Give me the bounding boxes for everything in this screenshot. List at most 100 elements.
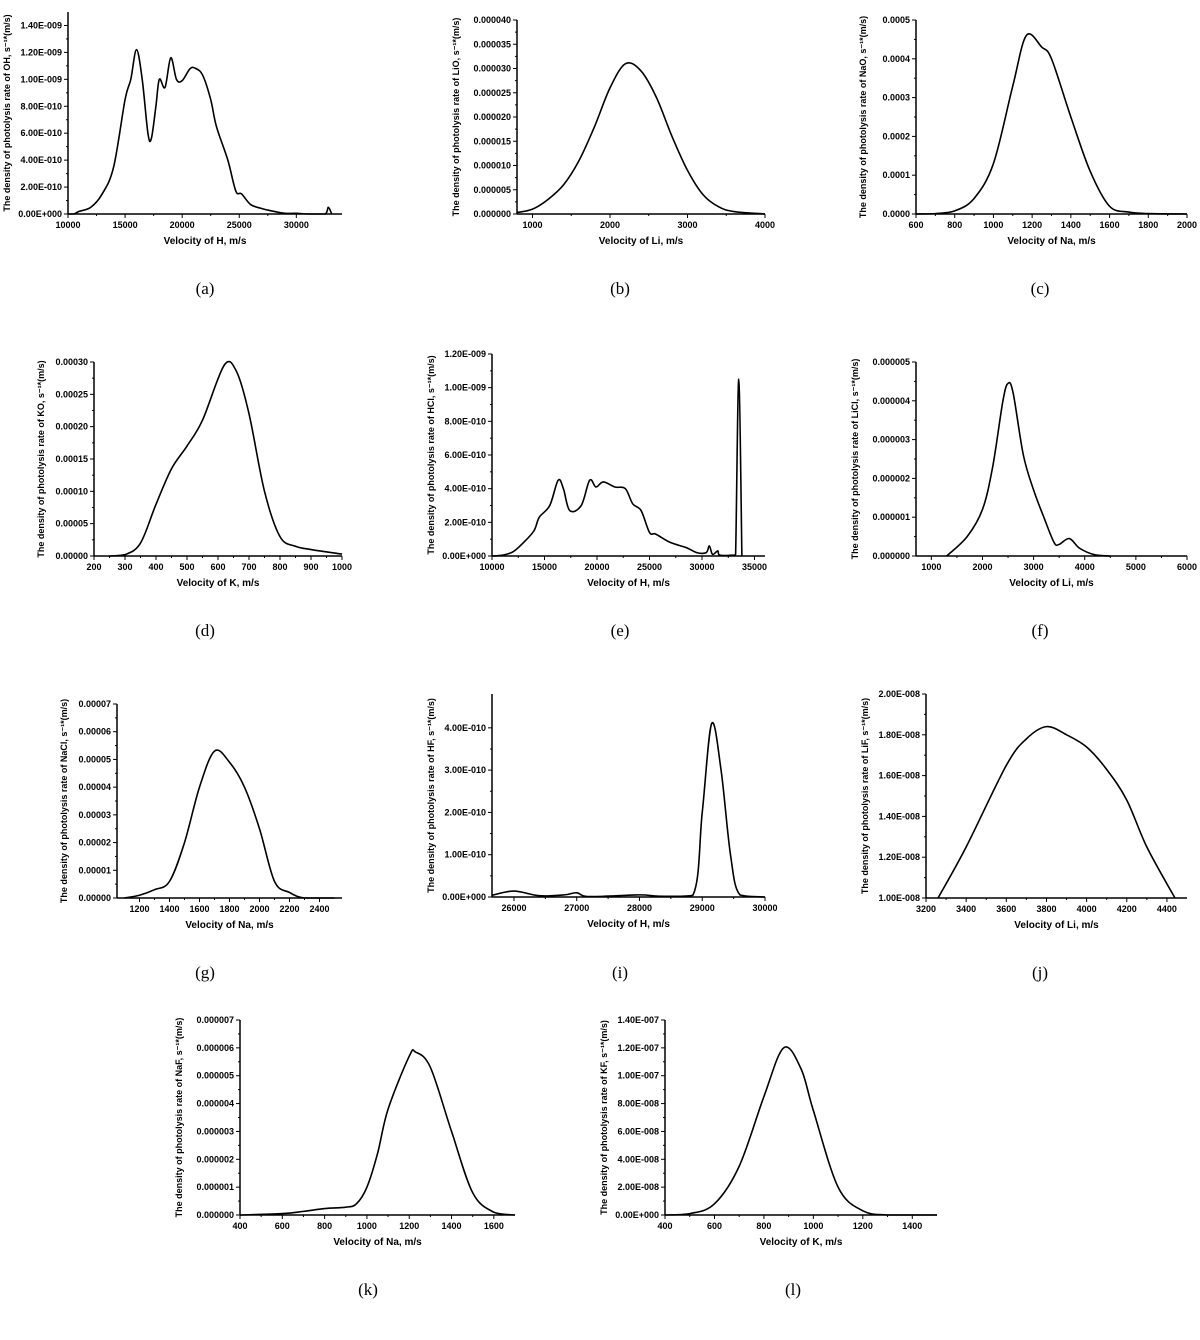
y-tick-label: 2.00E-008 [878, 689, 920, 699]
x-tick-label: 1000 [357, 1221, 377, 1231]
y-tick-label: 0.0005 [882, 15, 910, 25]
y-tick-label: 0.000007 [196, 1015, 234, 1025]
x-tick-label: 4200 [1117, 904, 1137, 914]
x-tick-label: 1200 [129, 904, 149, 914]
y-tick-label: 0.000003 [872, 435, 910, 445]
x-tick-label: 1000 [332, 562, 352, 572]
y-tick-label: 0.000003 [196, 1126, 234, 1136]
y-tick-label: 4.00E-010 [444, 723, 486, 733]
y-tick-label: 0.000004 [196, 1099, 234, 1109]
x-tick-label: 600 [210, 562, 225, 572]
x-axis-title: Velocity of H, m/s [164, 236, 247, 247]
x-tick-label: 400 [232, 1221, 247, 1231]
y-tick-label: 0.000000 [196, 1210, 234, 1220]
panel-label: (i) [612, 963, 628, 982]
y-tick-label: 2.00E-010 [444, 807, 486, 817]
y-tick-label: 0.00000 [78, 893, 111, 903]
x-tick-label: 200 [86, 562, 101, 572]
x-tick-label: 1600 [189, 904, 209, 914]
x-tick-label: 2000 [600, 220, 620, 230]
y-tick-label: 0.00E+000 [615, 1210, 659, 1220]
x-tick-label: 600 [707, 1221, 722, 1231]
x-tick-label: 1400 [1061, 220, 1081, 230]
data-series-line [68, 48, 333, 215]
y-tick-label: 8.00E-008 [617, 1099, 659, 1109]
x-tick-label: 26000 [501, 903, 526, 913]
panel-label: (g) [195, 963, 215, 982]
chart-panel: 600 800 1000 1200 1400 1600 1800 2000 0.0000 0.00… [858, 15, 1197, 298]
x-tick-label: 1400 [442, 1221, 462, 1231]
y-tick-label: 0.00E+000 [18, 209, 62, 219]
x-tick-label: 25000 [227, 220, 252, 230]
x-tick-label: 3200 [916, 904, 936, 914]
y-tick-label: 8.00E-010 [444, 416, 486, 426]
x-tick-label: 1600 [1100, 220, 1120, 230]
y-axis-title: The density of photolysis rate of KF, s⁻… [599, 1020, 609, 1215]
x-tick-label: 4000 [1077, 904, 1097, 914]
y-tick-label: 0.000004 [872, 396, 910, 406]
x-tick-label: 1000 [921, 562, 941, 572]
x-tick-label: 1000 [522, 220, 542, 230]
y-tick-label: 4.00E-010 [20, 155, 62, 165]
y-tick-label: 0.000001 [196, 1182, 234, 1192]
y-tick-label: 1.40E-009 [20, 20, 62, 30]
chart-panel: 1000 2000 3000 4000 0.000000 0.000005 0.000010… [451, 15, 775, 298]
chart-panel: 10000 15000 20000 25000 30000 35000 0.00E+000 2… [426, 349, 767, 640]
x-tick-label: 15000 [532, 562, 557, 572]
y-tick-label: 0.00006 [78, 727, 111, 737]
y-tick-label: 0.000040 [473, 15, 511, 25]
y-tick-label: 0.000001 [872, 512, 910, 522]
y-axis-title: The density of photolysis rate of LiO, s… [451, 18, 461, 217]
x-tick-label: 1800 [1138, 220, 1158, 230]
y-tick-label: 0.00003 [78, 810, 111, 820]
y-tick-label: 0.0001 [882, 170, 910, 180]
x-tick-label: 1800 [219, 904, 239, 914]
x-tick-label: 3000 [677, 220, 697, 230]
y-axis-title: The density of photolysis rate of LiCl, … [850, 359, 860, 560]
y-tick-label: 6.00E-010 [444, 450, 486, 460]
x-tick-label: 30000 [689, 562, 714, 572]
y-tick-label: 0.0002 [882, 131, 910, 141]
chart-panel: 1200 1400 1600 1800 2000 2200 2400 0.00000 0.000… [59, 699, 342, 982]
panel-label: (f) [1032, 621, 1049, 640]
x-tick-label: 1400 [159, 904, 179, 914]
chart-panel: 200 300 400 500 600 700 800 900 1000 0.00000 0.000… [36, 357, 352, 640]
chart-panel: 3200 3400 3600 3800 4000 4200 4400 1.00E-008 1.2… [860, 689, 1187, 982]
y-tick-label: 0.000005 [872, 357, 910, 367]
x-axis-title: Velocity of Li, m/s [599, 236, 684, 247]
y-tick-label: 0.000002 [872, 473, 910, 483]
y-tick-label: 0.000000 [473, 209, 511, 219]
y-tick-label: 0.000005 [473, 185, 511, 195]
x-axis-title: Velocity of Na, m/s [333, 1237, 422, 1248]
y-tick-label: 1.20E-009 [444, 349, 486, 359]
panel-label: (c) [1031, 279, 1050, 298]
panel-label: (k) [358, 1280, 378, 1299]
y-tick-label: 0.000005 [196, 1071, 234, 1081]
y-tick-label: 0.00020 [55, 422, 88, 432]
panel-label: (a) [196, 279, 215, 298]
x-tick-label: 4000 [755, 220, 775, 230]
y-tick-label: 0.000035 [473, 39, 511, 49]
y-tick-label: 0.00030 [55, 357, 88, 367]
x-tick-label: 30000 [284, 220, 309, 230]
x-tick-label: 5000 [1126, 562, 1146, 572]
panel-label: (j) [1032, 963, 1048, 982]
x-tick-label: 900 [303, 562, 318, 572]
x-tick-label: 6000 [1177, 562, 1197, 572]
x-tick-label: 35000 [742, 562, 767, 572]
y-tick-label: 0.00E+000 [442, 551, 486, 561]
y-tick-label: 0.000006 [196, 1043, 234, 1053]
chart-panel: 400 600 800 1000 1200 1400 1600 0.000000 0.00000… [174, 1015, 516, 1299]
y-tick-label: 1.20E-009 [20, 47, 62, 57]
x-tick-label: 1600 [484, 1221, 504, 1231]
x-tick-label: 400 [148, 562, 163, 572]
panel-label: (l) [785, 1280, 801, 1299]
x-tick-label: 600 [908, 220, 923, 230]
x-tick-label: 27000 [564, 903, 589, 913]
y-tick-label: 0.000010 [473, 161, 511, 171]
data-series-line [915, 33, 1188, 215]
data-series-line [491, 378, 743, 557]
y-tick-label: 0.00001 [78, 865, 111, 875]
y-tick-label: 1.00E-009 [20, 74, 62, 84]
